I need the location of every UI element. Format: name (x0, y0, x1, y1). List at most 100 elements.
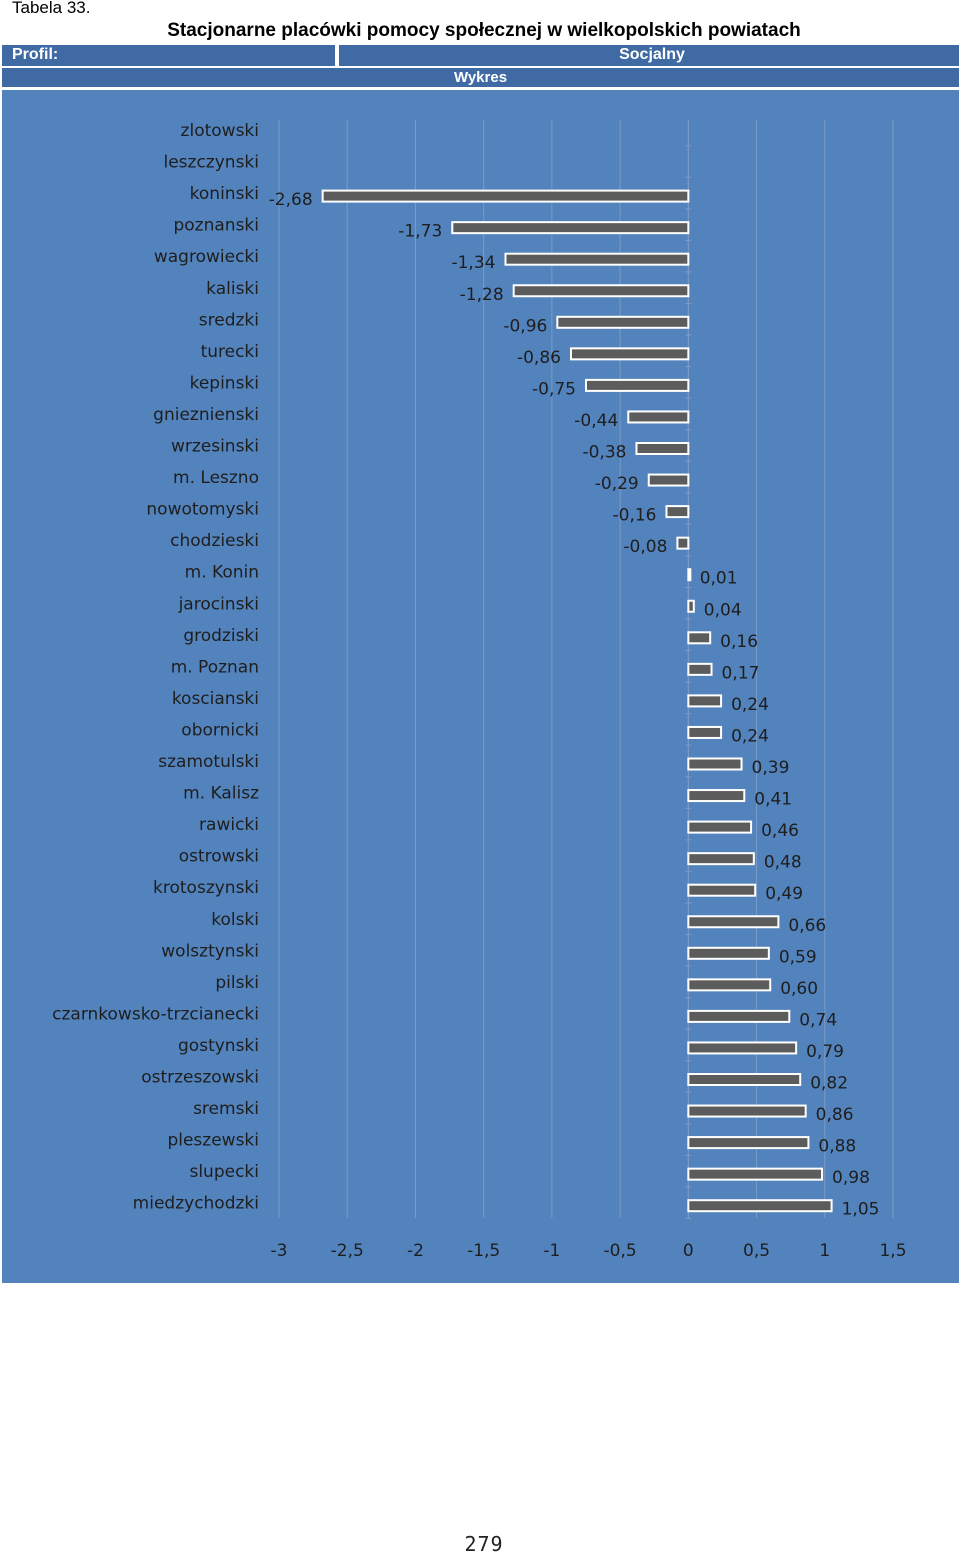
x-tick-label: -3 (271, 1241, 288, 1261)
category-label: zlotowski (181, 121, 259, 141)
data-label: 0,41 (754, 790, 792, 810)
category-label: kolski (211, 910, 259, 930)
category-label: m. Poznan (171, 657, 259, 677)
bar (321, 189, 690, 203)
bar-chart: -3 -2,5 -2 -1,5 -1 -0,5 0 0,5 1 1,5 zlotowski leszc… (52, 120, 907, 1261)
bar (687, 852, 755, 866)
bar (635, 442, 690, 455)
bar (687, 1167, 824, 1181)
category-label: czarnkowsko-trzcianecki (52, 1004, 259, 1024)
bar (687, 662, 713, 676)
bar (556, 315, 690, 329)
bar (687, 1136, 810, 1150)
category-label: leszczynski (164, 153, 260, 173)
category-label: rawicki (199, 815, 259, 835)
x-tick-label: -0,5 (604, 1241, 637, 1261)
category-label: sremski (193, 1099, 259, 1119)
x-tick-label: 1 (819, 1241, 830, 1261)
x-tick-label: 1,5 (879, 1241, 906, 1261)
x-tick-label: -2 (407, 1241, 424, 1261)
category-label: pleszewski (167, 1131, 259, 1151)
bar (569, 347, 690, 361)
category-label: gnieznienski (153, 405, 259, 425)
data-label: 1,05 (842, 1200, 880, 1220)
data-label: 0,24 (731, 695, 769, 715)
category-label: slupecki (189, 1162, 259, 1182)
bar (687, 725, 723, 739)
data-label: 0,04 (704, 600, 742, 620)
profile-bar: Profil: Socjalny (2, 45, 959, 66)
category-label: obornicki (181, 720, 259, 740)
bar (687, 568, 692, 582)
category-label: kepinski (190, 373, 259, 393)
data-label: -1,28 (460, 285, 504, 305)
chart-area: -3 -2,5 -2 -1,5 -1 -0,5 0 0,5 1 1,5 zlotowski leszc… (2, 90, 959, 1283)
bar (512, 284, 690, 298)
data-label: -0,86 (517, 348, 561, 368)
category-label: koninski (190, 184, 259, 204)
category-label: sredzki (199, 310, 259, 330)
category-label: wagrowiecki (154, 247, 259, 267)
bar (687, 883, 757, 897)
section-header: Wykres (2, 68, 959, 87)
category-label: turecki (201, 342, 259, 362)
bar (665, 505, 690, 519)
data-label: 0,98 (832, 1168, 870, 1188)
category-label: wolsztynski (161, 941, 259, 961)
data-label: 0,82 (810, 1074, 848, 1094)
bar (687, 915, 780, 929)
data-label: 0,88 (818, 1137, 856, 1157)
data-label: 0,59 (779, 947, 817, 967)
data-label: 0,74 (799, 1010, 837, 1030)
category-label: ostrzeszowski (141, 1068, 259, 1088)
x-tick-label: -1 (543, 1241, 560, 1261)
bar (687, 757, 743, 771)
bar (687, 1199, 833, 1213)
profile-value: Socjalny (619, 46, 685, 63)
data-label: 0,39 (752, 758, 790, 778)
bar (687, 1104, 807, 1118)
bar (687, 820, 753, 834)
profile-label: Profil: (12, 46, 59, 63)
category-label: gostynski (178, 1036, 259, 1056)
data-label: 0,86 (816, 1105, 854, 1125)
category-label: m. Leszno (173, 468, 259, 488)
data-label: 0,16 (720, 632, 758, 652)
bar (687, 1073, 802, 1086)
data-label: -0,16 (613, 506, 657, 526)
data-label: -0,08 (623, 537, 667, 557)
data-label: 0,48 (764, 853, 802, 873)
category-label: chodzieski (170, 531, 259, 551)
bar (687, 1041, 798, 1055)
data-label: -2,68 (269, 190, 313, 210)
category-label: m. Kalisz (183, 784, 259, 804)
bar (687, 789, 746, 803)
table-label: Tabela 33. (12, 0, 91, 17)
bar (687, 978, 772, 992)
category-label: grodziski (183, 626, 259, 646)
data-label: -1,34 (451, 253, 495, 273)
category-label: pilski (215, 973, 259, 993)
category-label: szamotulski (158, 752, 259, 772)
section-label: Wykres (453, 69, 508, 86)
category-label: poznanski (173, 216, 259, 236)
bar (687, 599, 695, 613)
data-label: 0,49 (765, 884, 803, 904)
category-label: wrzesinski (171, 437, 259, 457)
bar (676, 536, 690, 550)
page-number: 279 (464, 1532, 504, 1556)
data-label: -1,73 (398, 222, 442, 242)
category-label: miedzychodzki (133, 1194, 259, 1214)
data-label: -0,38 (582, 443, 626, 463)
x-tick-label: -1,5 (467, 1241, 500, 1261)
data-label: 0,46 (761, 821, 799, 841)
bar (687, 1009, 791, 1023)
profile-divider (335, 45, 339, 66)
data-label: -0,96 (503, 316, 547, 336)
bar (687, 694, 723, 708)
bar (687, 946, 770, 960)
bar (687, 631, 712, 645)
data-label: 0,66 (788, 916, 826, 936)
x-tick-label: 0 (683, 1241, 694, 1261)
bar (504, 252, 690, 266)
